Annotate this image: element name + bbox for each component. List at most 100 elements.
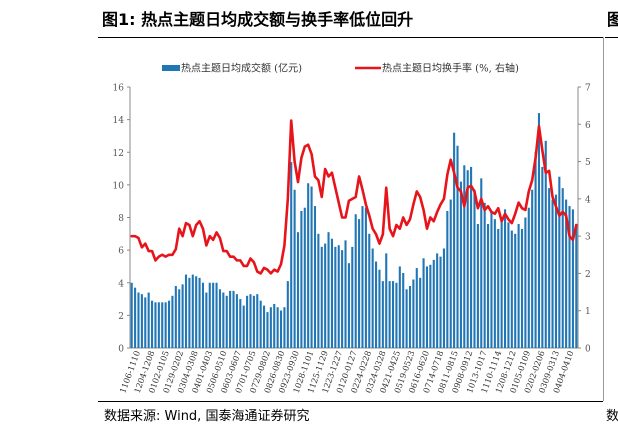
- bar: [300, 210, 303, 348]
- bar: [381, 281, 384, 348]
- figure-title: 图1: 热点主题日均成交额与换手率低位回升: [102, 10, 414, 29]
- y-right-tick-label: 3: [585, 233, 591, 243]
- y-left-tick-label: 2: [118, 312, 124, 322]
- bar: [242, 305, 245, 348]
- bar: [208, 282, 211, 348]
- bar: [442, 248, 445, 348]
- bar: [327, 232, 330, 348]
- bar: [195, 276, 198, 348]
- bar: [541, 166, 544, 348]
- bar: [432, 259, 435, 348]
- bar: [575, 225, 578, 348]
- bar: [480, 178, 483, 348]
- source-note: 数据来源: Wind, 国泰海通证券研究: [104, 409, 310, 424]
- bar: [256, 294, 259, 348]
- bar: [130, 282, 133, 348]
- legend-bar-label: 热点主题日均成交额 (亿元): [181, 62, 302, 75]
- bar: [419, 277, 422, 348]
- bar: [385, 253, 388, 348]
- bar: [449, 199, 452, 348]
- y-left-tick-label: 4: [118, 279, 124, 289]
- bar: [493, 219, 496, 348]
- bar: [279, 310, 283, 348]
- bar: [286, 281, 289, 348]
- bar: [473, 189, 476, 348]
- bar: [273, 303, 276, 348]
- bar: [341, 250, 344, 348]
- bar: [558, 176, 561, 348]
- bar: [463, 165, 466, 348]
- bar: [375, 261, 378, 348]
- bar: [320, 246, 323, 348]
- bar: [157, 302, 160, 348]
- bar: [161, 302, 164, 348]
- bar: [171, 295, 174, 348]
- bar: [422, 258, 425, 348]
- bar: [524, 217, 527, 348]
- bar: [167, 300, 171, 348]
- chart-legend: 热点主题日均成交额 (亿元) 热点主题日均换手率 (%, 右轴): [162, 62, 519, 75]
- y-left-tick-label: 6: [118, 247, 124, 257]
- bar: [181, 284, 184, 348]
- bar: [201, 282, 205, 348]
- bar: [147, 292, 150, 348]
- bar: [198, 277, 201, 348]
- bar: [246, 295, 249, 348]
- bar: [408, 286, 412, 348]
- bar: [137, 292, 140, 348]
- bar: [497, 228, 500, 348]
- bar: [151, 300, 154, 348]
- y-right-tick-label: 0: [585, 345, 591, 355]
- bar: [378, 269, 381, 348]
- bar: [565, 199, 568, 348]
- bar: [276, 307, 279, 348]
- bar-series: [130, 113, 578, 348]
- y-left-tick-label: 16: [113, 84, 125, 94]
- bar: [313, 206, 317, 348]
- bar: [212, 282, 215, 348]
- y-right-tick-label: 1: [585, 307, 591, 317]
- bar: [429, 264, 432, 348]
- bar: [344, 240, 347, 348]
- line-series: [130, 119, 578, 275]
- bar: [317, 233, 320, 348]
- bar: [517, 224, 520, 348]
- footer-rule: [98, 401, 603, 402]
- bar: [134, 287, 137, 348]
- bar: [402, 272, 405, 348]
- bar: [354, 214, 357, 348]
- bar: [459, 181, 462, 348]
- bar: [436, 253, 439, 348]
- bar: [503, 209, 507, 348]
- next-title-rule: [605, 37, 618, 38]
- turnover-line: [130, 119, 578, 275]
- y-right-tick-label: 4: [585, 195, 591, 205]
- bar: [466, 170, 469, 348]
- bar: [324, 243, 327, 348]
- bar: [470, 166, 473, 348]
- bar: [239, 299, 242, 348]
- bar: [232, 290, 235, 348]
- bar: [483, 202, 486, 348]
- bar: [548, 188, 551, 348]
- bar: [218, 289, 221, 348]
- y-right-tick-label: 5: [585, 158, 591, 168]
- column-divider: [603, 37, 604, 401]
- bar: [537, 113, 541, 348]
- y-right-tick-label: 2: [585, 270, 591, 280]
- y-left-tick-label: 14: [113, 116, 125, 126]
- bar: [358, 219, 361, 348]
- bar: [507, 222, 510, 348]
- bar: [144, 297, 147, 348]
- bar: [164, 302, 167, 348]
- bar: [347, 263, 350, 348]
- bar: [263, 305, 266, 348]
- bar: [568, 206, 571, 348]
- bar: [174, 286, 177, 348]
- bar: [361, 206, 364, 348]
- bar: [269, 307, 272, 348]
- bar: [337, 245, 340, 348]
- bar: [368, 233, 371, 348]
- bar: [259, 300, 262, 348]
